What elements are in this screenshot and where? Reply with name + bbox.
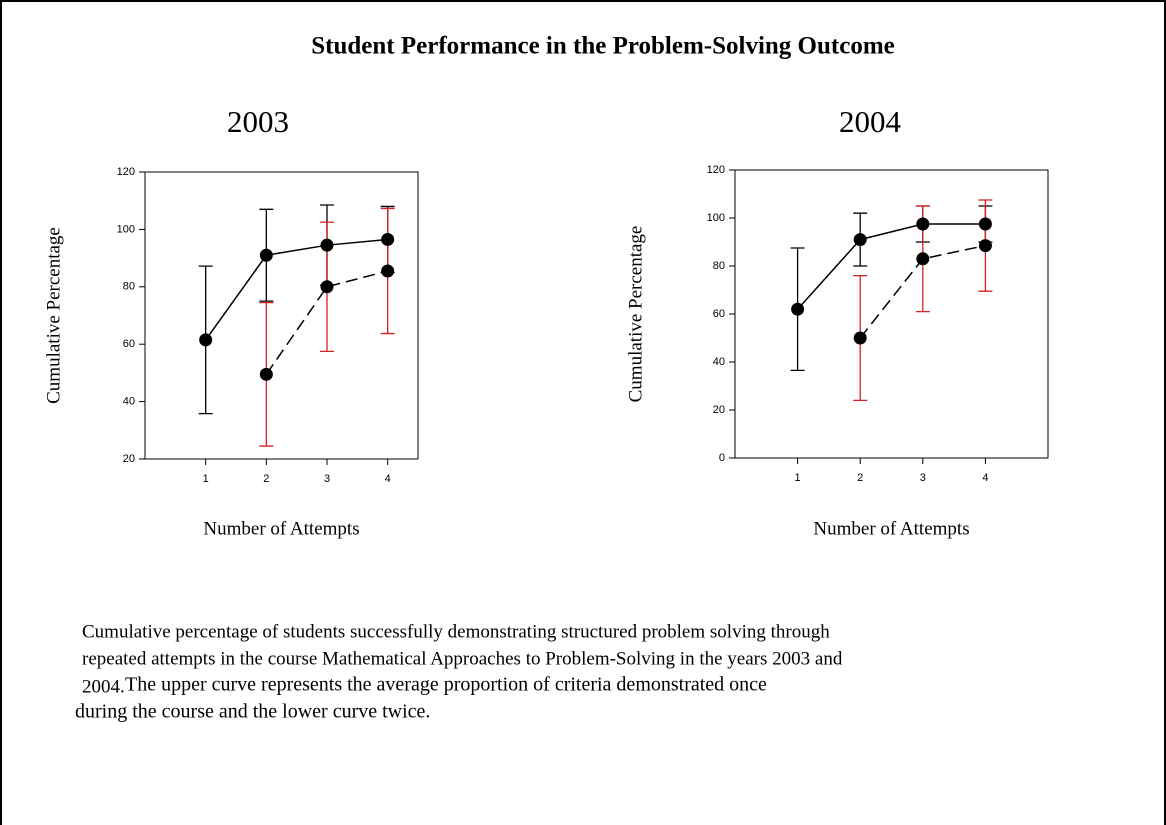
- data-point: [978, 239, 992, 253]
- y-tick-label: 20: [123, 453, 135, 465]
- y-tick-label: 0: [719, 452, 725, 464]
- data-point: [853, 233, 867, 247]
- caption-line: 2004.: [82, 676, 125, 697]
- y-tick-label: 100: [707, 212, 725, 224]
- caption-line: repeated attempts in the course Mathemat…: [82, 648, 843, 669]
- y-axis-label: Cumulative Percentage: [625, 226, 646, 403]
- y-tick-label: 40: [123, 396, 135, 408]
- y-tick-label: 20: [713, 404, 725, 416]
- data-point: [916, 217, 930, 231]
- x-axis-label: Number of Attempts: [813, 518, 969, 539]
- y-tick-label: 80: [123, 281, 135, 293]
- plot-frame: [144, 171, 419, 460]
- chart-title: 2004: [839, 104, 902, 139]
- caption-line: during the course and the lower curve tw…: [75, 701, 430, 723]
- series-line: [205, 238, 388, 341]
- x-tick-label: 3: [324, 473, 330, 485]
- y-tick-label: 100: [117, 223, 135, 235]
- x-axis-label: Number of Attempts: [203, 518, 359, 539]
- data-point: [791, 302, 805, 316]
- caption-line: Cumulative percentage of students succes…: [82, 621, 830, 642]
- data-point: [853, 331, 867, 345]
- y-tick-label: 60: [713, 308, 725, 320]
- series-line: [797, 223, 986, 310]
- data-point: [978, 217, 992, 231]
- data-point: [320, 238, 334, 252]
- chart-title: 2003: [227, 104, 289, 139]
- x-tick-label: 2: [263, 473, 269, 485]
- data-point: [381, 232, 395, 246]
- series-line: [265, 270, 388, 375]
- data-point: [199, 333, 213, 347]
- data-point: [259, 248, 273, 262]
- data-point: [259, 367, 273, 381]
- x-tick-label: 1: [795, 472, 801, 484]
- caption-line: The upper curve represents the average p…: [125, 674, 767, 696]
- data-point: [916, 252, 930, 266]
- slide-title: Student Performance in the Problem-Solvi…: [311, 33, 895, 60]
- x-tick-label: 3: [920, 472, 926, 484]
- data-point: [381, 264, 395, 278]
- y-tick-label: 60: [123, 338, 135, 350]
- y-tick-label: 40: [713, 356, 725, 368]
- y-tick-label: 80: [713, 260, 725, 272]
- x-tick-label: 4: [982, 472, 988, 484]
- y-tick-label: 120: [707, 164, 725, 176]
- y-tick-label: 120: [117, 166, 135, 178]
- x-tick-label: 1: [203, 473, 209, 485]
- data-point: [320, 280, 334, 294]
- x-tick-label: 4: [385, 473, 391, 485]
- plot-frame: [734, 169, 1049, 459]
- x-tick-label: 2: [857, 472, 863, 484]
- y-axis-label: Cumulative Percentage: [43, 227, 64, 404]
